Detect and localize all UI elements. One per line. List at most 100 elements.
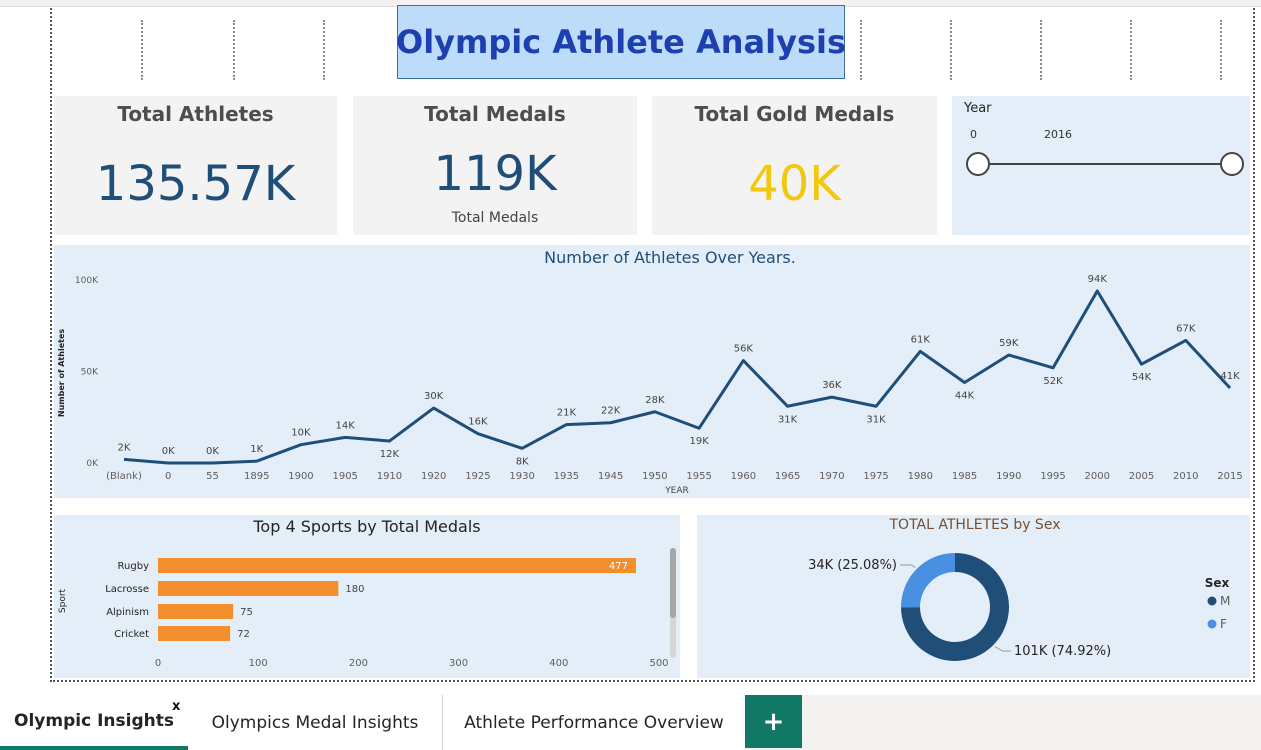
legend-item-f[interactable]: F xyxy=(1220,617,1227,631)
grid-guide xyxy=(1130,20,1132,80)
athletes-by-sex-chart[interactable]: TOTAL ATHLETES by Sex 101K (74.92%) 34K (… xyxy=(697,515,1250,678)
scrollbar-thumb[interactable] xyxy=(670,548,676,618)
slicer-label: Year xyxy=(964,101,992,116)
x-tick-label: 1980 xyxy=(908,471,933,482)
x-tick-label: 1960 xyxy=(731,471,756,482)
x-tick-label: 1985 xyxy=(952,471,977,482)
donut-slice-f[interactable] xyxy=(901,553,955,608)
x-tick-label: 100 xyxy=(249,658,268,669)
bar-category-label: Cricket xyxy=(114,629,149,640)
bar-rugby[interactable] xyxy=(158,558,636,573)
x-tick-label: 1930 xyxy=(509,471,534,482)
data-label: 12K xyxy=(380,449,400,460)
kpi-card-total-gold[interactable]: Total Gold Medals 40K xyxy=(652,96,937,235)
legend-title: Sex xyxy=(1205,576,1230,590)
slicer-handle-min[interactable] xyxy=(966,152,990,176)
bar-cricket[interactable] xyxy=(158,626,231,641)
x-tick-label: 1905 xyxy=(332,471,357,482)
tab-athlete-performance-overview[interactable]: Athlete Performance Overview xyxy=(443,695,745,750)
grid-guide xyxy=(141,20,143,80)
x-tick-label: 1990 xyxy=(996,471,1021,482)
chart-title: Number of Athletes Over Years. xyxy=(544,248,796,267)
slice-label-m: 101K (74.92%) xyxy=(1014,644,1111,659)
data-label: 61K xyxy=(911,334,931,345)
x-tick-label: 1895 xyxy=(244,471,269,482)
x-tick-label: 200 xyxy=(349,658,368,669)
x-tick-label: 1970 xyxy=(819,471,844,482)
tab-label: Olympics Medal Insights xyxy=(211,712,419,733)
data-label: 16K xyxy=(468,417,488,428)
grid-guide xyxy=(1040,20,1042,80)
data-label: 21K xyxy=(557,408,577,419)
y-axis-title: Sport xyxy=(58,588,68,613)
bar-lacrosse[interactable] xyxy=(158,581,339,596)
slicer-handle-max[interactable] xyxy=(1220,152,1244,176)
slicer-track xyxy=(966,152,1244,176)
top-sports-chart[interactable]: Top 4 Sports by Total Medals Sport Rugby… xyxy=(54,515,680,678)
data-label: 67K xyxy=(1176,323,1196,334)
data-label: 31K xyxy=(866,414,886,425)
leader-line xyxy=(900,564,916,568)
line-chart-svg: Number of Athletes Over Years. Number of… xyxy=(57,248,1243,496)
tab-olympics-medal-insights[interactable]: Olympics Medal Insights xyxy=(188,695,443,750)
tab-label: Athlete Performance Overview xyxy=(464,712,724,733)
y-tick-label: 50K xyxy=(81,368,99,378)
slice-label-f: 34K (25.08%) xyxy=(808,558,897,573)
x-tick-label: 1900 xyxy=(288,471,313,482)
x-tick-label: 1955 xyxy=(686,471,711,482)
report-title: Olympic Athlete Analysis xyxy=(395,23,847,61)
bar-category-label: Rugby xyxy=(118,561,150,572)
x-tick-label: 1975 xyxy=(863,471,888,482)
data-label: 0K xyxy=(162,446,175,457)
x-tick-label: 1935 xyxy=(554,471,579,482)
kpi-card-total-athletes[interactable]: Total Athletes 135.57K xyxy=(54,96,337,235)
kpi-card-total-medals[interactable]: Total Medals 119K Total Medals xyxy=(353,96,637,235)
bar-value-label: 477 xyxy=(609,561,628,572)
data-label: 2K xyxy=(118,442,131,453)
leader-line xyxy=(994,646,1011,652)
kpi-value: 119K xyxy=(433,146,557,202)
grid-guide xyxy=(950,20,952,80)
data-label: 54K xyxy=(1132,372,1152,383)
data-label: 14K xyxy=(336,420,356,431)
kpi-value: 135.57K xyxy=(95,156,296,212)
data-label: 41K xyxy=(1220,371,1240,382)
x-tick-label: 1950 xyxy=(642,471,667,482)
data-label: 36K xyxy=(822,380,842,391)
x-tick-label: 300 xyxy=(449,658,468,669)
x-axis-title: YEAR xyxy=(664,486,689,496)
x-tick-label: 2000 xyxy=(1085,471,1110,482)
close-icon[interactable]: x xyxy=(172,699,181,714)
year-slicer[interactable]: Year 0 2016 xyxy=(952,96,1250,235)
data-label: 59K xyxy=(999,338,1019,349)
data-label: 30K xyxy=(424,391,444,402)
x-tick-label: 1925 xyxy=(465,471,490,482)
x-tick-label: 2010 xyxy=(1173,471,1198,482)
tab-label: Olympic Insights xyxy=(14,710,174,731)
report-title-box[interactable]: Olympic Athlete Analysis xyxy=(395,5,847,79)
x-tick-label: 400 xyxy=(549,658,568,669)
donut-chart-svg: TOTAL ATHLETES by Sex 101K (74.92%) 34K (… xyxy=(808,517,1230,661)
data-label: 44K xyxy=(955,390,975,401)
athletes-over-years-chart[interactable]: Number of Athletes Over Years. Number of… xyxy=(54,245,1250,498)
data-label: 22K xyxy=(601,406,621,417)
plus-icon: + xyxy=(762,706,785,737)
x-tick-label: 2005 xyxy=(1129,471,1154,482)
x-tick-label: 2015 xyxy=(1217,471,1242,482)
data-label: 28K xyxy=(645,395,665,406)
legend-item-m[interactable]: M xyxy=(1220,594,1230,608)
data-label: 31K xyxy=(778,414,798,425)
kpi-label: Total Gold Medals xyxy=(694,102,895,126)
tab-olympic-insights[interactable]: Olympic Insights xyxy=(0,695,188,750)
bar-alpinism[interactable] xyxy=(158,604,234,619)
legend-marker xyxy=(1207,596,1217,606)
bar-category-label: Lacrosse xyxy=(105,584,149,595)
data-label: 1K xyxy=(250,444,263,455)
slicer-min-value[interactable]: 0 xyxy=(970,128,977,141)
bar-category-label: Alpinism xyxy=(106,607,149,618)
slicer-max-value[interactable]: 2016 xyxy=(1044,128,1072,141)
data-label: 8K xyxy=(516,456,529,467)
add-page-button[interactable]: + xyxy=(745,695,802,748)
bar-value-label: 180 xyxy=(345,584,364,595)
donut-slice-m[interactable] xyxy=(901,553,1009,661)
